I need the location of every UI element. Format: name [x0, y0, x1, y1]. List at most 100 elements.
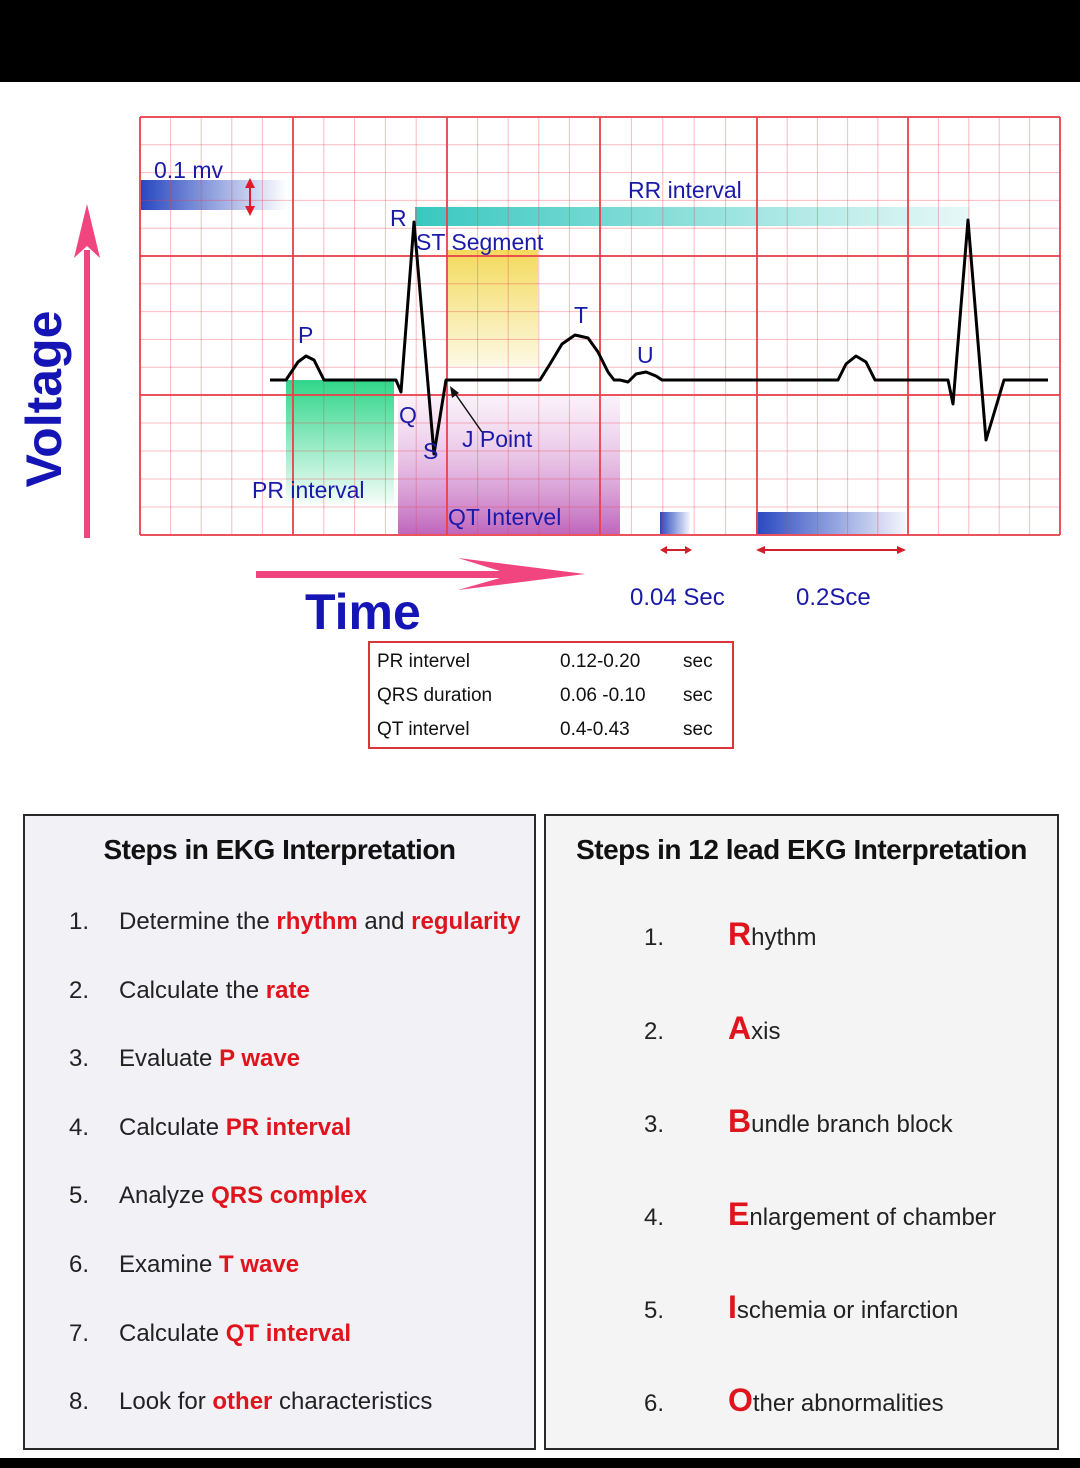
q-wave-label: Q	[399, 402, 417, 428]
step-text-part: characteristics	[272, 1388, 433, 1415]
lead12-number: 3.	[644, 1111, 665, 1138]
lead12-text: Ischemia or infarction	[728, 1289, 958, 1326]
normal-value-range: 0.12-0.20	[560, 651, 641, 672]
normal-values-row: QRS duration 0.06 -0.10 sec	[370, 685, 732, 715]
step-highlight: P wave	[219, 1045, 301, 1072]
step-text-part: and	[357, 908, 412, 935]
step-text: Analyze QRS complex	[119, 1182, 367, 1210]
step-number: 8.	[69, 1388, 90, 1415]
ekg-grid	[139, 116, 1061, 536]
lead12-number: 2.	[644, 1018, 665, 1045]
step-highlight: rhythm	[276, 908, 358, 935]
step-highlight: PR interval	[225, 1114, 352, 1141]
lead12-rest: undle branch block	[751, 1111, 953, 1138]
normal-values-row: PR intervel 0.12-0.20 sec	[370, 651, 732, 681]
s-wave-label: S	[423, 438, 438, 464]
normal-value-unit: sec	[683, 651, 713, 672]
p-wave-label: P	[298, 322, 313, 348]
lead12-rest: hythm	[751, 924, 817, 951]
top-black-bar	[0, 0, 1080, 82]
j-point-label: J Point	[462, 426, 533, 452]
lead12-initial: O	[728, 1382, 753, 1418]
normal-value-unit: sec	[683, 719, 713, 740]
steps-panel-title: Steps in EKG Interpretation	[103, 834, 456, 865]
voltage-axis-label: Voltage	[16, 310, 72, 488]
lead12-panel: Steps in 12 lead EKG Interpretation 1. Rh…	[544, 814, 1059, 1450]
step-text: Look for other characteristics	[119, 1388, 432, 1416]
lead12-number: 5.	[644, 1297, 665, 1324]
normal-value-name: QT intervel	[377, 719, 470, 740]
bottom-black-bar	[0, 1458, 1080, 1468]
step-text-part: Look for	[119, 1388, 213, 1415]
step-highlight: rate	[265, 977, 310, 1004]
lead12-initial: I	[728, 1289, 737, 1325]
step-number: 2.	[69, 977, 90, 1004]
normal-value-range: 0.4-0.43	[560, 719, 630, 740]
step-highlight: other	[212, 1388, 273, 1415]
t-wave-label: T	[574, 302, 588, 328]
lead12-rest: nlargement of chamber	[749, 1204, 997, 1231]
step-highlight: T wave	[219, 1251, 300, 1278]
lead12-text: Bundle branch block	[728, 1103, 953, 1140]
lead12-initial: R	[728, 916, 752, 952]
r-wave-label: R	[390, 205, 407, 231]
step-text-part: Calculate the	[119, 977, 266, 1004]
step-text: Calculate QT interval	[119, 1320, 351, 1348]
lead12-number: 6.	[644, 1390, 665, 1417]
step-text: Evaluate P wave	[119, 1045, 300, 1073]
lead12-number: 4.	[644, 1204, 665, 1231]
lead12-initial: B	[728, 1103, 752, 1139]
u-wave-label: U	[637, 342, 654, 368]
voltage-axis-arrow	[84, 250, 90, 538]
st-segment-band	[448, 250, 538, 366]
lead12-initial: E	[728, 1196, 750, 1232]
step-number: 7.	[69, 1320, 90, 1347]
normal-value-name: PR intervel	[377, 651, 470, 672]
lead12-text: Axis	[728, 1010, 780, 1047]
lead12-rest: xis	[751, 1018, 781, 1045]
step-text-part: Evaluate	[119, 1045, 220, 1072]
step-text: Examine T wave	[119, 1251, 299, 1279]
lead12-text: Enlargement of chamber	[728, 1196, 996, 1233]
lead12-text: Rhythm	[728, 916, 816, 953]
step-highlight: QRS complex	[211, 1182, 368, 1209]
step-text-part: Calculate	[119, 1320, 226, 1347]
normal-value-name: QRS duration	[377, 685, 493, 706]
step-text: Calculate PR interval	[119, 1114, 351, 1142]
step-number: 4.	[69, 1114, 90, 1141]
lead12-initial: A	[728, 1010, 752, 1046]
large-box-time-label: 0.2Sce	[796, 584, 871, 611]
lead12-number: 1.	[644, 924, 665, 951]
step-number: 6.	[69, 1251, 90, 1278]
scale-bar	[141, 180, 287, 210]
lead12-panel-title: Steps in 12 lead EKG Interpretation	[576, 834, 1027, 865]
time-axis-arrow	[256, 558, 585, 590]
steps-panel: Steps in EKG Interpretation 1. Determine …	[23, 814, 536, 1450]
pr-interval-label: PR interval	[252, 477, 364, 503]
lead12-rest: ther abnormalities	[752, 1390, 944, 1417]
qt-interval-band	[398, 396, 620, 534]
step-number: 1.	[69, 908, 90, 935]
lead12-text: Other abnormalities	[728, 1382, 944, 1419]
step-text: Determine the rhythm and regularity	[119, 908, 521, 936]
normal-values-table: PR intervel 0.12-0.20 sec QRS duration 0.06 …	[368, 641, 734, 749]
qt-interval-label: QT Intervel	[448, 504, 561, 530]
step-text: Calculate the rate	[119, 977, 310, 1005]
small-box-time-label: 0.04 Sec	[630, 584, 725, 611]
ekg-diagram: 0.1 mv RR interval ST Segment PR interva…	[74, 116, 1061, 611]
step-highlight: QT interval	[225, 1320, 352, 1347]
large-box-band	[756, 512, 906, 534]
rr-interval-band	[415, 207, 970, 226]
step-text-part: Analyze	[119, 1182, 212, 1209]
ekg-trace	[270, 218, 1048, 456]
step-text-part: Examine	[119, 1251, 220, 1278]
normal-value-unit: sec	[683, 685, 713, 706]
scale-label: 0.1 mv	[154, 157, 224, 183]
st-segment-label: ST Segment	[416, 229, 544, 255]
step-text-part: Determine the	[119, 908, 277, 935]
pr-interval-band	[286, 380, 394, 504]
step-highlight: regularity	[411, 908, 521, 935]
rr-interval-label: RR interval	[628, 177, 742, 203]
time-axis-label: Time	[305, 584, 421, 640]
small-box-band	[660, 512, 690, 534]
